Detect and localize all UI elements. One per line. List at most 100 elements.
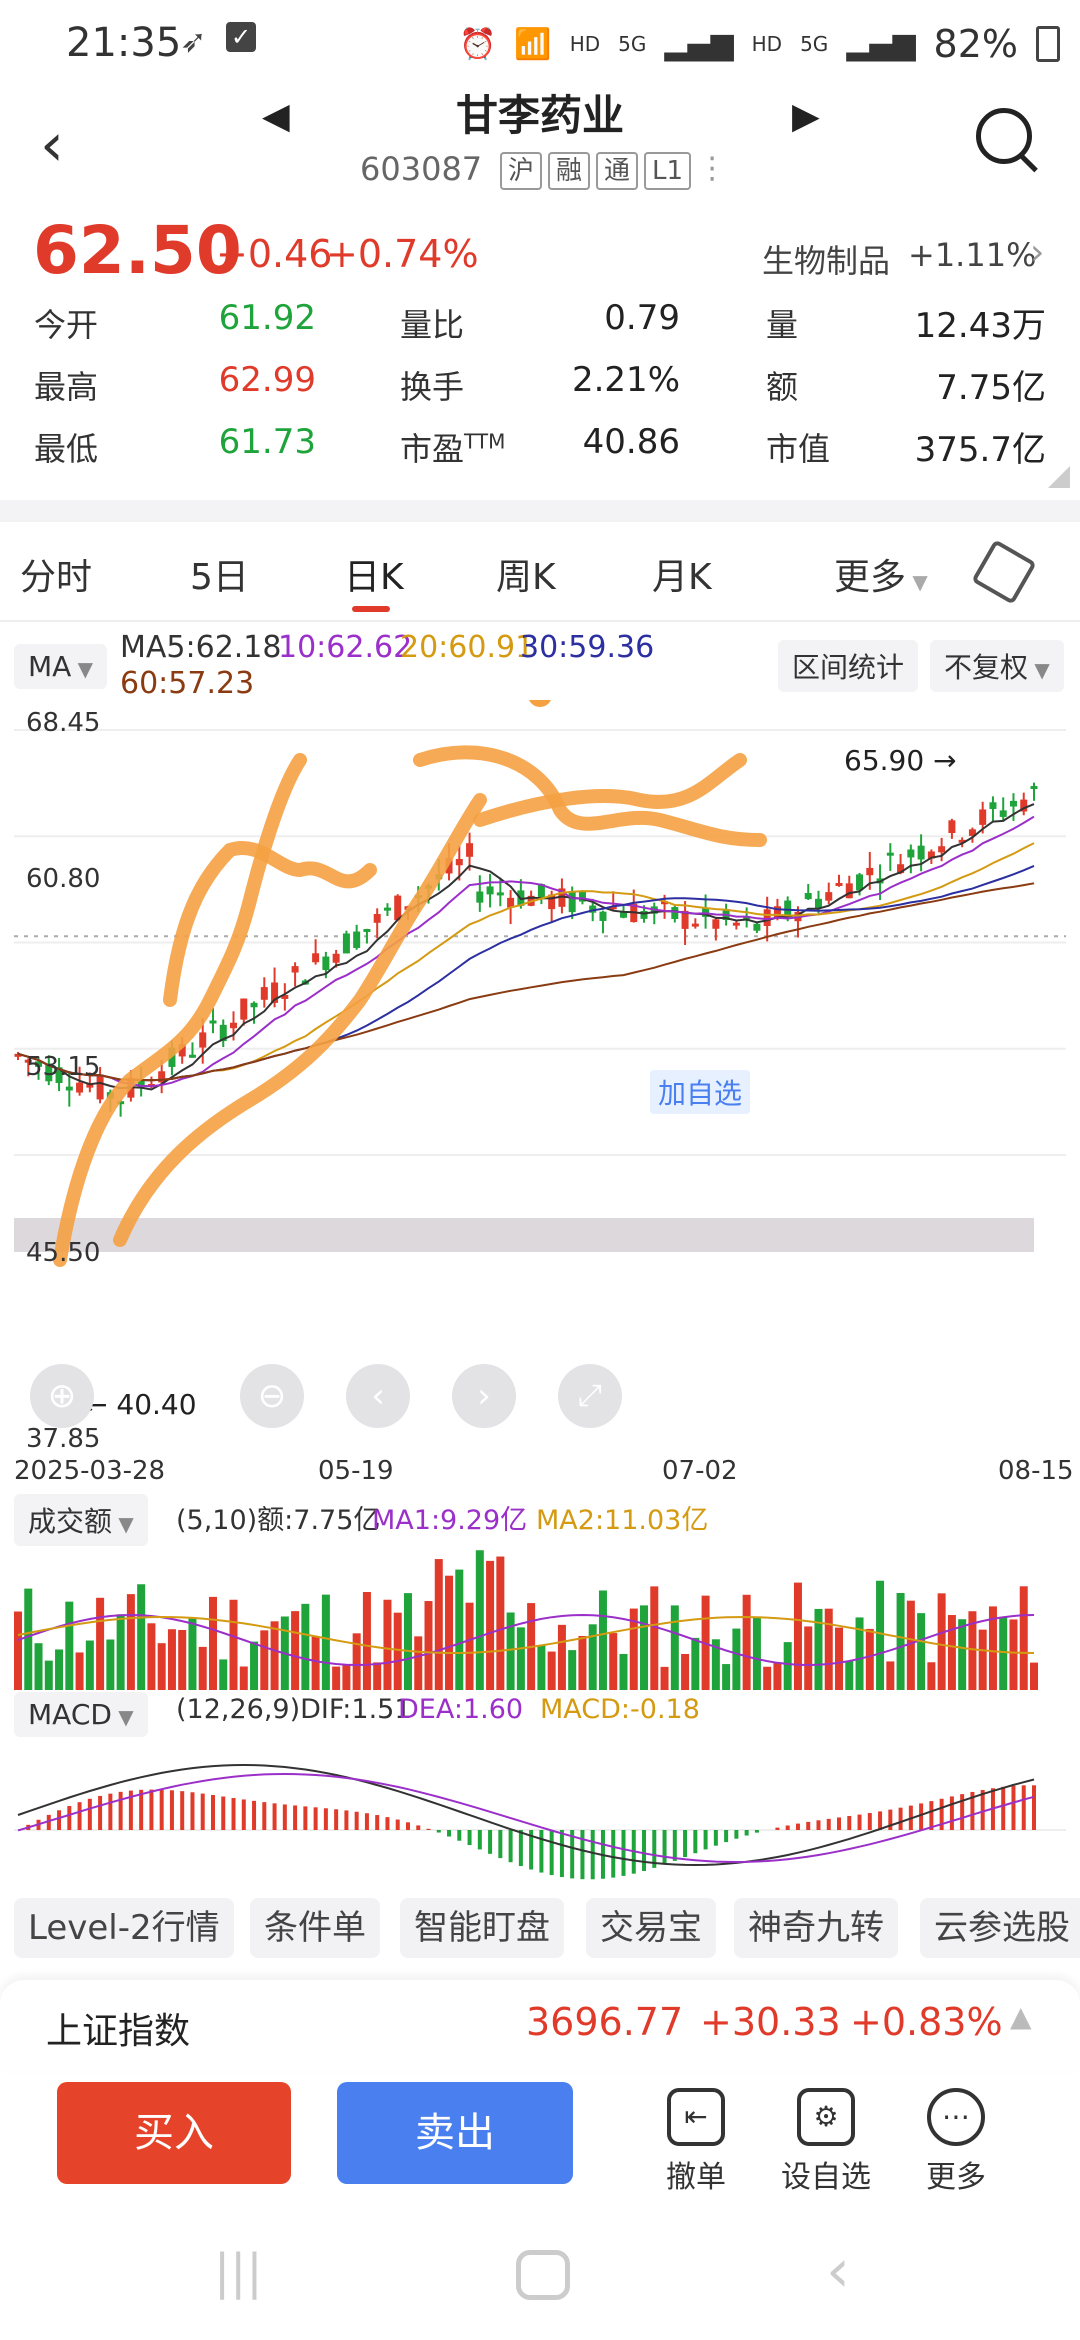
chevron-up-icon[interactable]: ▲ [1010,2000,1032,2033]
prev-stock-icon[interactable]: ◀ [262,96,290,137]
macd-bar [960,1794,965,1830]
more-button[interactable]: ⋯ 更多 [906,2082,1006,2196]
macd-bar [354,1811,359,1830]
volume-chart[interactable] [0,1530,1080,1690]
high-note-value: 65.90 [844,744,925,777]
tab-intraday[interactable]: 分时 [20,557,93,598]
home-icon[interactable] [516,2250,570,2300]
wifi-icon: 📶 [514,26,552,62]
tag-level: L1 [644,152,692,190]
scroll-right-icon[interactable]: › [452,1364,516,1428]
status-right: ⏰ 📶 HD 5G ▂▄▆ HD 5G ▂▄▆ 82% [459,22,1060,66]
expand-corner-icon[interactable] [1048,466,1070,488]
tab-more[interactable]: 更多 ▼ [834,548,928,600]
more-dots-icon[interactable]: ⋮ [697,151,728,186]
next-stock-icon[interactable]: ▶ [792,96,820,137]
sector-chevron-icon[interactable]: › [1030,232,1045,273]
macd-bar [334,1809,339,1830]
candle-body [24,1059,32,1063]
volume-bar [85,1640,94,1690]
sector-name[interactable]: 生物制品 [762,242,891,280]
candle-body [897,864,905,874]
ma-selector[interactable]: MA ▼ [14,644,108,689]
candle-body [1030,786,1038,790]
macd-bar [703,1830,708,1850]
macd-bar [590,1830,595,1880]
scroll-left-icon[interactable]: ‹ [346,1364,410,1428]
volume-bar [424,1601,433,1690]
macd-bar [447,1830,452,1837]
zoom-in-icon[interactable]: ⊕ [30,1364,94,1428]
volume-selector[interactable]: 成交额 ▼ [14,1494,148,1546]
macd-bar [795,1823,800,1830]
feature-smart-watch[interactable]: 智能盯盘 [400,1898,564,1958]
candle-body [455,858,463,866]
search-icon[interactable] [976,108,1032,164]
macd-params: (12,26,9)DIF:1.51 [176,1694,412,1725]
macd-bar [221,1796,226,1830]
volume-params: (5,10)额:7.75亿 [176,1505,381,1536]
y-label: 45.50 [26,1238,101,1268]
buy-button[interactable]: 买入 [57,2082,291,2184]
y-label: 60.80 [26,864,101,894]
feature-trade-treasure[interactable]: 交易宝 [586,1898,716,1958]
recents-icon[interactable]: ||| [214,2244,263,2300]
macd-hist: MACD:-0.18 [540,1694,700,1725]
volume-bar [835,1627,844,1690]
candle-body [578,891,586,902]
fullscreen-icon[interactable]: ⤢ [558,1364,622,1428]
chart-tabs: 分时 5日 日K 周K 月K 更多 ▼ [0,532,1080,622]
sell-button[interactable]: 卖出 [337,2082,573,2184]
range-stats-button[interactable]: 区间统计 [778,640,919,692]
volume-bar [681,1653,690,1690]
set-watch-button[interactable]: ⚙ 设自选 [776,2082,876,2196]
volume-bar [157,1643,166,1690]
macd-bar [734,1830,739,1839]
volume-bar [947,1615,956,1690]
volume-bar [342,1664,351,1690]
net-gen-1: 5G [618,32,647,56]
feature-cloud-stock[interactable]: 云参选股 [920,1898,1080,1958]
macd-bar [529,1830,534,1870]
macd-chart[interactable] [0,1730,1080,1890]
volume-bar [865,1628,874,1690]
chevron-down-icon: ▼ [112,1512,134,1536]
macd-selector[interactable]: MACD ▼ [14,1692,148,1737]
tag-connect: 通 [596,152,639,190]
candle-body [548,894,556,910]
adjust-button[interactable]: 不复权 ▼ [930,640,1064,692]
tag-sh: 沪 [500,152,543,190]
candle-body [199,1032,207,1048]
back-icon[interactable]: ‹ [40,110,64,180]
kline-chart[interactable] [0,700,1080,1500]
candle-body [917,845,925,860]
stat-label: 市值 [766,430,831,468]
sector-change[interactable]: +1.11% [908,236,1037,274]
volume-bar [291,1611,300,1690]
kline-grid [14,729,1066,1156]
candle-body [743,916,751,920]
index-bar[interactable]: 上证指数 3696.77 +30.33 +0.83% ▲ [0,1980,1080,2070]
feature-level2[interactable]: Level-2行情 [14,1898,234,1958]
zoom-out-icon[interactable]: ⊖ [240,1364,304,1428]
candle-body [753,923,761,931]
dif-line [17,1763,1035,1867]
macd-bar [1011,1785,1016,1830]
macd-bar [488,1830,493,1854]
tab-5day[interactable]: 5日 [190,557,249,598]
back-nav-icon[interactable]: ‹ [826,2236,850,2306]
stat-label: 量 [766,306,799,344]
add-watch-tip[interactable]: 加自选 [650,1070,751,1114]
candle-body [158,1071,166,1083]
macd-bar [252,1800,257,1830]
feature-magic-nine[interactable]: 神奇九转 [734,1898,898,1958]
tab-weekly-k[interactable]: 周K [496,557,556,598]
feature-conditional-order[interactable]: 条件单 [250,1898,380,1958]
macd-bar [200,1793,205,1830]
tab-daily-k[interactable]: 日K [344,557,404,598]
candle-body [291,966,299,973]
cancel-order-button[interactable]: ⇤ 撤单 [646,2082,746,2196]
settings-icon[interactable] [971,539,1037,605]
tab-monthly-k[interactable]: 月K [652,557,712,598]
stat-value: 61.73 [218,422,316,462]
